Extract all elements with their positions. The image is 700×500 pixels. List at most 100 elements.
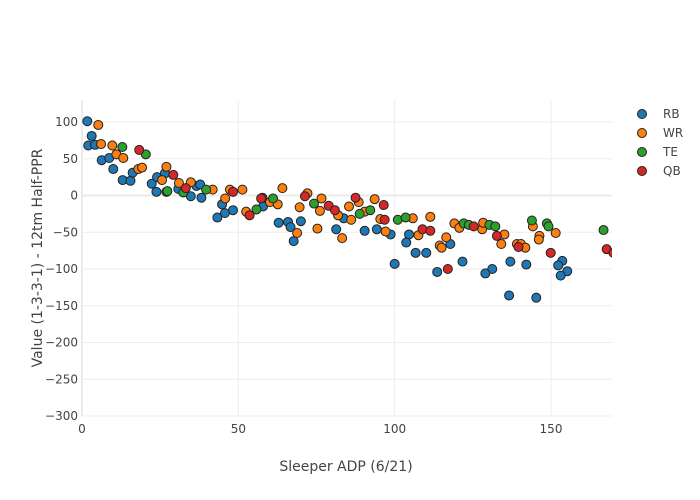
data-point-qb[interactable] xyxy=(350,192,361,203)
data-point-te[interactable] xyxy=(201,184,212,195)
data-point-wr[interactable] xyxy=(137,162,148,173)
data-point-te[interactable] xyxy=(365,205,376,216)
data-point-wr[interactable] xyxy=(161,161,172,172)
data-point-qb[interactable] xyxy=(379,214,390,225)
legend: RB WR TE QB xyxy=(637,107,684,178)
data-point-wr[interactable] xyxy=(294,202,305,213)
y-tick-label: −200 xyxy=(45,336,78,350)
data-point-rb[interactable] xyxy=(219,208,230,219)
data-point-wr[interactable] xyxy=(157,175,168,186)
data-point-wr[interactable] xyxy=(337,233,348,244)
data-point-qb[interactable] xyxy=(491,230,502,241)
data-point-rb[interactable] xyxy=(146,178,157,189)
data-point-wr[interactable] xyxy=(346,214,357,225)
data-point-te[interactable] xyxy=(162,186,173,197)
data-point-wr[interactable] xyxy=(96,139,107,150)
data-point-rb[interactable] xyxy=(555,270,566,281)
data-point-rb[interactable] xyxy=(531,292,542,303)
data-point-rb[interactable] xyxy=(108,164,119,175)
legend-item-te[interactable]: TE xyxy=(637,145,678,159)
data-point-qb[interactable] xyxy=(513,241,524,252)
data-point-rb[interactable] xyxy=(151,186,162,197)
data-point-qb[interactable] xyxy=(256,193,267,204)
data-point-rb[interactable] xyxy=(553,260,564,271)
data-point-qb[interactable] xyxy=(228,186,239,197)
data-point-qb[interactable] xyxy=(329,205,340,216)
data-point-wr[interactable] xyxy=(237,184,248,195)
data-point-qb[interactable] xyxy=(180,183,191,194)
data-point-rb[interactable] xyxy=(331,224,342,235)
data-point-rb[interactable] xyxy=(504,290,515,301)
data-point-wr[interactable] xyxy=(369,194,380,205)
data-point-wr[interactable] xyxy=(380,226,391,237)
data-point-wr[interactable] xyxy=(441,232,452,243)
data-point-rb[interactable] xyxy=(371,224,382,235)
data-point-rb[interactable] xyxy=(410,247,421,258)
data-point-wr[interactable] xyxy=(533,234,544,245)
data-point-te[interactable] xyxy=(308,198,319,209)
data-point-rb[interactable] xyxy=(359,225,370,236)
y-tick-label: 50 xyxy=(63,152,78,166)
data-point-wr[interactable] xyxy=(277,183,288,194)
x-tick-label: 0 xyxy=(78,422,86,436)
data-point-te[interactable] xyxy=(251,204,262,215)
data-point-rb[interactable] xyxy=(480,268,491,279)
data-point-te[interactable] xyxy=(598,225,609,236)
data-point-wr[interactable] xyxy=(312,223,323,234)
legend-label: RB xyxy=(663,107,680,121)
data-point-rb[interactable] xyxy=(521,259,532,270)
data-point-te[interactable] xyxy=(400,212,411,223)
legend-item-wr[interactable]: WR xyxy=(637,126,684,140)
data-point-rb[interactable] xyxy=(295,216,306,227)
data-point-te[interactable] xyxy=(268,193,279,204)
data-point-qb[interactable] xyxy=(608,248,618,258)
x-tick-label: 100 xyxy=(383,422,406,436)
data-point-rb[interactable] xyxy=(505,256,516,267)
data-point-qb[interactable] xyxy=(468,221,479,232)
data-point-qb[interactable] xyxy=(442,264,453,274)
data-point-rb[interactable] xyxy=(212,212,223,223)
data-point-te[interactable] xyxy=(526,215,537,226)
data-point-wr[interactable] xyxy=(496,239,507,250)
data-point-wr[interactable] xyxy=(425,211,436,222)
data-point-rb[interactable] xyxy=(125,175,136,186)
data-point-rb[interactable] xyxy=(457,256,468,267)
data-point-rb[interactable] xyxy=(196,192,207,203)
data-point-qb[interactable] xyxy=(168,169,179,180)
data-point-qb[interactable] xyxy=(425,225,436,236)
data-point-rb[interactable] xyxy=(421,247,432,258)
data-point-qb[interactable] xyxy=(299,191,310,202)
data-point-rb[interactable] xyxy=(432,266,443,277)
legend-item-qb[interactable]: QB xyxy=(637,164,681,178)
data-point-rb[interactable] xyxy=(487,264,498,274)
data-point-rb[interactable] xyxy=(273,217,284,228)
legend-label: WR xyxy=(663,126,683,140)
data-point-wr[interactable] xyxy=(344,201,355,212)
legend-marker-icon xyxy=(637,147,647,157)
data-point-wr[interactable] xyxy=(93,119,104,130)
legend-item-rb[interactable]: RB xyxy=(637,107,680,121)
data-point-wr[interactable] xyxy=(316,193,327,204)
data-point-te[interactable] xyxy=(490,221,501,232)
data-point-qb[interactable] xyxy=(545,247,556,258)
data-point-wr[interactable] xyxy=(173,178,184,189)
data-point-rb[interactable] xyxy=(285,222,296,233)
data-point-rb[interactable] xyxy=(82,116,93,127)
data-point-wr[interactable] xyxy=(436,242,447,253)
data-point-rb[interactable] xyxy=(389,258,400,269)
data-point-te[interactable] xyxy=(354,208,365,219)
data-point-qb[interactable] xyxy=(378,200,389,211)
data-point-rb[interactable] xyxy=(86,130,97,141)
data-point-wr[interactable] xyxy=(550,227,561,238)
data-point-wr[interactable] xyxy=(220,193,231,204)
data-point-qb[interactable] xyxy=(134,144,145,155)
data-point-rb[interactable] xyxy=(401,237,412,248)
data-point-te[interactable] xyxy=(543,221,554,232)
data-point-wr[interactable] xyxy=(292,227,303,238)
data-point-qb[interactable] xyxy=(244,210,255,221)
data-point-wr[interactable] xyxy=(118,153,129,164)
data-point-wr[interactable] xyxy=(314,205,325,216)
data-point-te[interactable] xyxy=(117,141,128,152)
data-point-wr[interactable] xyxy=(107,140,118,151)
